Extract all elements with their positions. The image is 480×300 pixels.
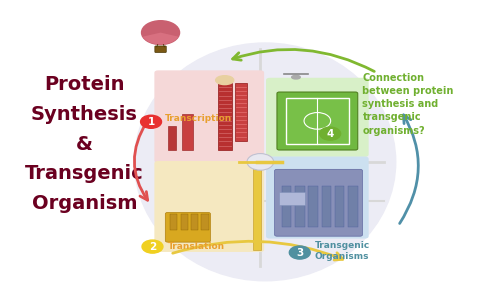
FancyBboxPatch shape [170,214,177,230]
Text: Transcription: Transcription [165,114,232,123]
Text: Protein: Protein [44,75,125,94]
Text: Transgenic
Organisms: Transgenic Organisms [315,241,370,261]
FancyBboxPatch shape [253,158,261,250]
Ellipse shape [292,75,300,79]
Text: Synthesis: Synthesis [31,105,138,124]
Circle shape [289,246,310,259]
Text: Transgenic: Transgenic [25,164,144,183]
FancyBboxPatch shape [191,214,198,230]
FancyBboxPatch shape [322,186,331,227]
FancyBboxPatch shape [165,212,210,242]
Text: Connection
between protein
synthesis and
transgenic
organisms?: Connection between protein synthesis and… [362,73,454,136]
Text: 3: 3 [296,248,303,257]
Text: &: & [76,135,93,154]
FancyBboxPatch shape [155,161,264,252]
Circle shape [247,154,274,170]
FancyBboxPatch shape [279,192,305,205]
FancyBboxPatch shape [266,157,369,238]
FancyBboxPatch shape [180,214,188,230]
FancyBboxPatch shape [282,186,291,227]
FancyBboxPatch shape [235,83,247,141]
FancyBboxPatch shape [308,186,318,227]
FancyBboxPatch shape [277,92,358,150]
Ellipse shape [134,43,396,281]
Circle shape [142,240,163,253]
FancyBboxPatch shape [295,186,304,227]
Text: 1: 1 [147,117,155,127]
FancyBboxPatch shape [155,46,166,52]
FancyBboxPatch shape [155,70,264,163]
Text: Translation: Translation [168,242,225,251]
FancyBboxPatch shape [266,78,369,157]
Ellipse shape [216,76,234,85]
Circle shape [142,21,180,44]
FancyBboxPatch shape [168,126,176,150]
FancyBboxPatch shape [335,186,345,227]
Text: 4: 4 [326,129,334,139]
FancyBboxPatch shape [182,114,193,150]
Text: 2: 2 [149,242,156,252]
FancyBboxPatch shape [286,98,349,144]
Wedge shape [143,33,179,44]
Circle shape [141,115,161,128]
Circle shape [320,127,341,140]
FancyBboxPatch shape [348,186,358,227]
FancyBboxPatch shape [217,83,232,150]
FancyBboxPatch shape [275,169,362,236]
FancyBboxPatch shape [202,214,208,230]
Text: Organism: Organism [32,194,137,213]
